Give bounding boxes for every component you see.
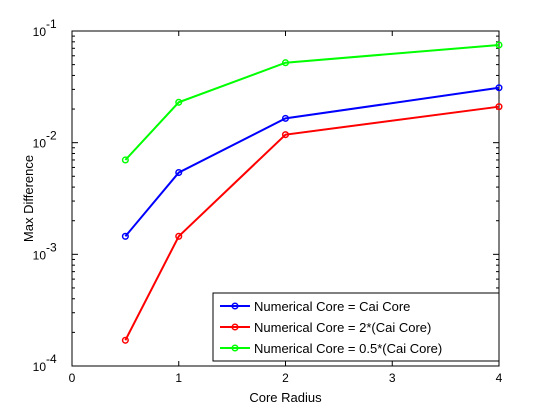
axis-ticks: 0 1 2 3 410-410-310-210-1 xyxy=(33,17,503,385)
x-axis-label: Core Radius xyxy=(249,390,322,405)
y-tick-exponent: -4 xyxy=(46,352,57,366)
data-point xyxy=(281,131,290,139)
legend-label: Numerical Core = Cai Core xyxy=(254,299,410,314)
data-point xyxy=(495,84,503,92)
data-point xyxy=(121,232,129,240)
y-tick-exponent: -1 xyxy=(46,17,57,31)
series-line xyxy=(124,105,500,341)
legend-marker xyxy=(231,344,239,352)
series-0 xyxy=(121,84,503,240)
series-line xyxy=(124,43,500,161)
data-point xyxy=(175,232,183,240)
y-tick-label: 10 xyxy=(33,137,47,151)
x-tick-label: 2 xyxy=(282,371,289,385)
legend-box xyxy=(212,292,500,362)
x-tick-label: 0 xyxy=(69,371,76,385)
y-tick-exponent: -2 xyxy=(46,129,57,143)
y-tick-label: 10 xyxy=(33,360,47,374)
data-point xyxy=(281,59,290,67)
x-tick-label: 4 xyxy=(496,371,503,385)
y-axis-label: Max Difference xyxy=(21,155,36,242)
series-line xyxy=(124,86,500,237)
data-point xyxy=(121,336,129,344)
series-2 xyxy=(121,41,503,164)
y-tick-label: 10 xyxy=(33,25,47,39)
data-point xyxy=(281,114,290,122)
legend-marker xyxy=(231,302,239,310)
y-tick-exponent: -3 xyxy=(46,240,57,254)
legend-label: Numerical Core = 0.5*(Cai Core) xyxy=(254,341,442,356)
data-point xyxy=(121,156,129,164)
series-layer xyxy=(121,41,503,344)
data-point xyxy=(495,41,503,49)
y-tick-label: 10 xyxy=(33,248,47,262)
data-point xyxy=(495,103,503,111)
legend-marker xyxy=(231,323,239,331)
legend: Numerical Core = Cai Core Numerical Core … xyxy=(212,292,500,362)
legend-label: Numerical Core = 2*(Cai Core) xyxy=(254,320,431,335)
data-point xyxy=(175,168,183,177)
x-tick-label: 3 xyxy=(389,371,396,385)
data-point xyxy=(175,98,183,106)
x-tick-label: 1 xyxy=(175,371,182,385)
series-1 xyxy=(121,103,503,344)
